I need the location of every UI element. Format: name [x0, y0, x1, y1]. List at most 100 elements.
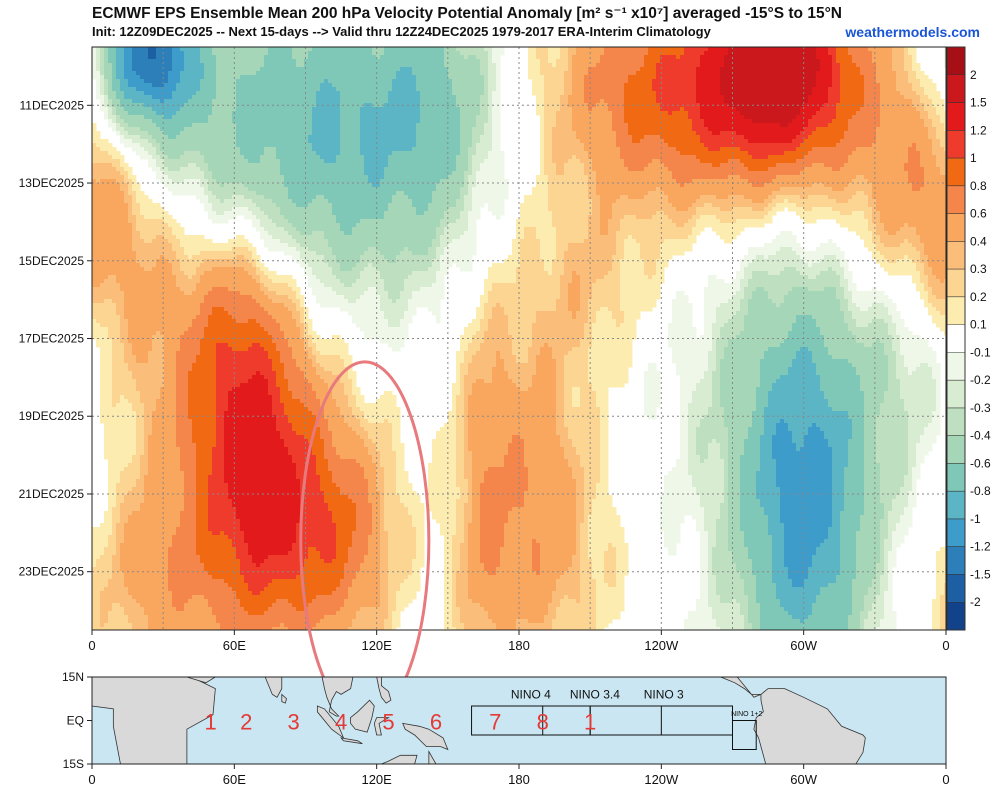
heat-cell [264, 123, 269, 128]
heat-cell [860, 55, 865, 60]
heat-cell [220, 47, 225, 52]
heat-cell [908, 83, 913, 88]
heat-cell [324, 83, 329, 88]
heat-cell [896, 107, 901, 112]
heat-cell [176, 95, 181, 100]
heat-cell [488, 123, 493, 128]
heat-cell [260, 91, 265, 96]
heat-cell [484, 71, 489, 76]
heat-cell [808, 63, 813, 68]
heat-cell [724, 99, 729, 104]
heat-cell [216, 115, 221, 120]
heat-cell [704, 115, 709, 120]
heat-cell [484, 87, 489, 92]
heat-cell [616, 131, 621, 136]
heat-cell [584, 51, 589, 56]
heat-cell [440, 95, 445, 100]
heat-cell [748, 71, 753, 76]
heat-cell [140, 67, 145, 72]
heat-cell [136, 55, 141, 60]
heat-cell [736, 111, 741, 116]
heat-cell [156, 59, 161, 64]
heat-cell [152, 67, 157, 72]
heat-cell [156, 63, 161, 68]
heat-cell [484, 143, 489, 148]
heat-cell [444, 87, 449, 92]
heat-cell [444, 99, 449, 104]
heat-cell [392, 99, 397, 104]
heat-cell [788, 47, 793, 52]
heat-cell [844, 63, 849, 68]
heat-cell [832, 127, 837, 132]
heat-cell [140, 123, 145, 128]
heat-cell [900, 47, 905, 52]
heat-cell [672, 67, 677, 72]
heat-cell [312, 75, 317, 80]
heat-cell [244, 107, 249, 112]
heat-cell [388, 55, 393, 60]
heat-cell [456, 127, 461, 132]
heat-cell [568, 143, 573, 148]
heat-cell [652, 47, 657, 52]
heat-cell [204, 71, 209, 76]
heat-cell [676, 71, 681, 76]
heat-cell [180, 119, 185, 124]
heat-cell [540, 91, 545, 96]
heat-cell [92, 131, 97, 136]
heat-cell [476, 63, 481, 68]
heat-cell [588, 143, 593, 148]
heat-cell [764, 71, 769, 76]
heat-cell [108, 107, 113, 112]
heat-cell [412, 123, 417, 128]
heat-cell [888, 67, 893, 72]
heat-cell [772, 71, 777, 76]
heat-cell [860, 63, 865, 68]
heat-cell [840, 79, 845, 84]
heat-cell [288, 111, 293, 116]
heat-cell [288, 115, 293, 120]
heat-cell [684, 107, 689, 112]
heat-cell [676, 59, 681, 64]
heat-cell [796, 47, 801, 52]
heat-cell [440, 71, 445, 76]
heat-cell [572, 83, 577, 88]
heat-cell [388, 47, 393, 52]
heat-cell [644, 139, 649, 144]
heat-cell [220, 127, 225, 132]
heat-cell [120, 87, 125, 92]
heat-cell [248, 87, 253, 92]
heat-cell [340, 51, 345, 56]
heat-cell [440, 139, 445, 144]
heat-cell [604, 71, 609, 76]
heat-cell [904, 67, 909, 72]
heat-cell [620, 55, 625, 60]
heat-cell [260, 123, 265, 128]
heat-cell [360, 127, 365, 132]
heat-cell [332, 47, 337, 52]
heat-cell [424, 51, 429, 56]
heat-cell [732, 119, 737, 124]
heat-cell [752, 87, 757, 92]
website-label[interactable]: weathermodels.com [845, 24, 980, 40]
heat-cell [400, 79, 405, 84]
heat-cell [892, 63, 897, 68]
heat-cell [384, 123, 389, 128]
heat-cell [672, 135, 677, 140]
heat-cell [368, 115, 373, 120]
heat-cell [668, 123, 673, 128]
heat-cell [664, 79, 669, 84]
heat-cell [388, 115, 393, 120]
heat-cell [452, 115, 457, 120]
heat-cell [300, 79, 305, 84]
heat-cell [124, 131, 129, 136]
heat-cell [560, 63, 565, 68]
heat-cell [196, 139, 201, 144]
heat-cell [924, 107, 929, 112]
heat-cell [732, 115, 737, 120]
heat-cell [368, 63, 373, 68]
heat-cell [556, 83, 561, 88]
heat-cell [272, 67, 277, 72]
heat-cell [904, 115, 909, 120]
heat-cell [656, 75, 661, 80]
heat-cell [172, 139, 177, 144]
